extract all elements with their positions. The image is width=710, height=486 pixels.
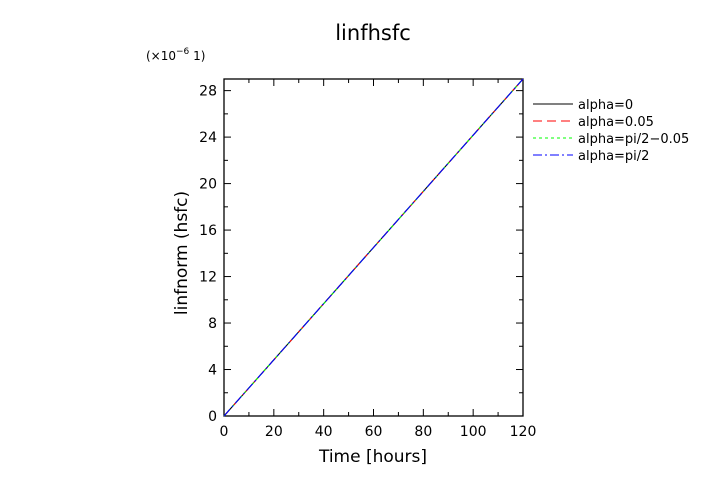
series-lines xyxy=(223,78,524,417)
y-multiplier-unit: 1) xyxy=(189,49,205,63)
legend-label: alpha=0 xyxy=(578,98,633,113)
x-tick-label: 40 xyxy=(315,424,333,440)
x-axis-ticks: 0 20 40 60 80 100 120 xyxy=(220,79,537,440)
x-tick-label: 120 xyxy=(510,424,537,440)
x-tick-label: 80 xyxy=(414,424,432,440)
x-axis-label: Time [hours] xyxy=(318,447,427,467)
chart-title: linfhsfc xyxy=(335,21,411,45)
series-line-4 xyxy=(223,78,524,417)
y-axis-label: linfnorm (hsfc) xyxy=(172,191,192,315)
y-tick-label: 0 xyxy=(208,409,217,425)
legend-label: alpha=pi/2−0.05 xyxy=(578,132,689,147)
y-tick-label: 24 xyxy=(199,130,217,146)
y-tick-label: 20 xyxy=(199,177,217,193)
x-tick-label: 0 xyxy=(220,424,229,440)
y-axis-multiplier: (×10−6 1) xyxy=(146,47,205,63)
y-tick-label: 28 xyxy=(199,84,217,100)
y-tick-label: 16 xyxy=(199,223,217,239)
legend-label: alpha=pi/2 xyxy=(578,149,649,164)
legend: alpha=0 alpha=0.05 alpha=pi/2−0.05 alpha=pi… xyxy=(533,98,689,164)
legend-label: alpha=0.05 xyxy=(578,115,654,130)
x-tick-label: 60 xyxy=(365,424,383,440)
y-tick-label: 12 xyxy=(199,270,217,286)
x-tick-label: 20 xyxy=(265,424,283,440)
y-axis-ticks: 0 4 8 12 16 20 24 28 xyxy=(199,84,523,425)
y-multiplier-prefix: (×10 xyxy=(146,49,176,63)
y-tick-label: 8 xyxy=(208,316,217,332)
y-tick-label: 4 xyxy=(208,363,217,379)
y-multiplier-exponent: −6 xyxy=(176,47,190,57)
x-tick-label: 100 xyxy=(460,424,487,440)
